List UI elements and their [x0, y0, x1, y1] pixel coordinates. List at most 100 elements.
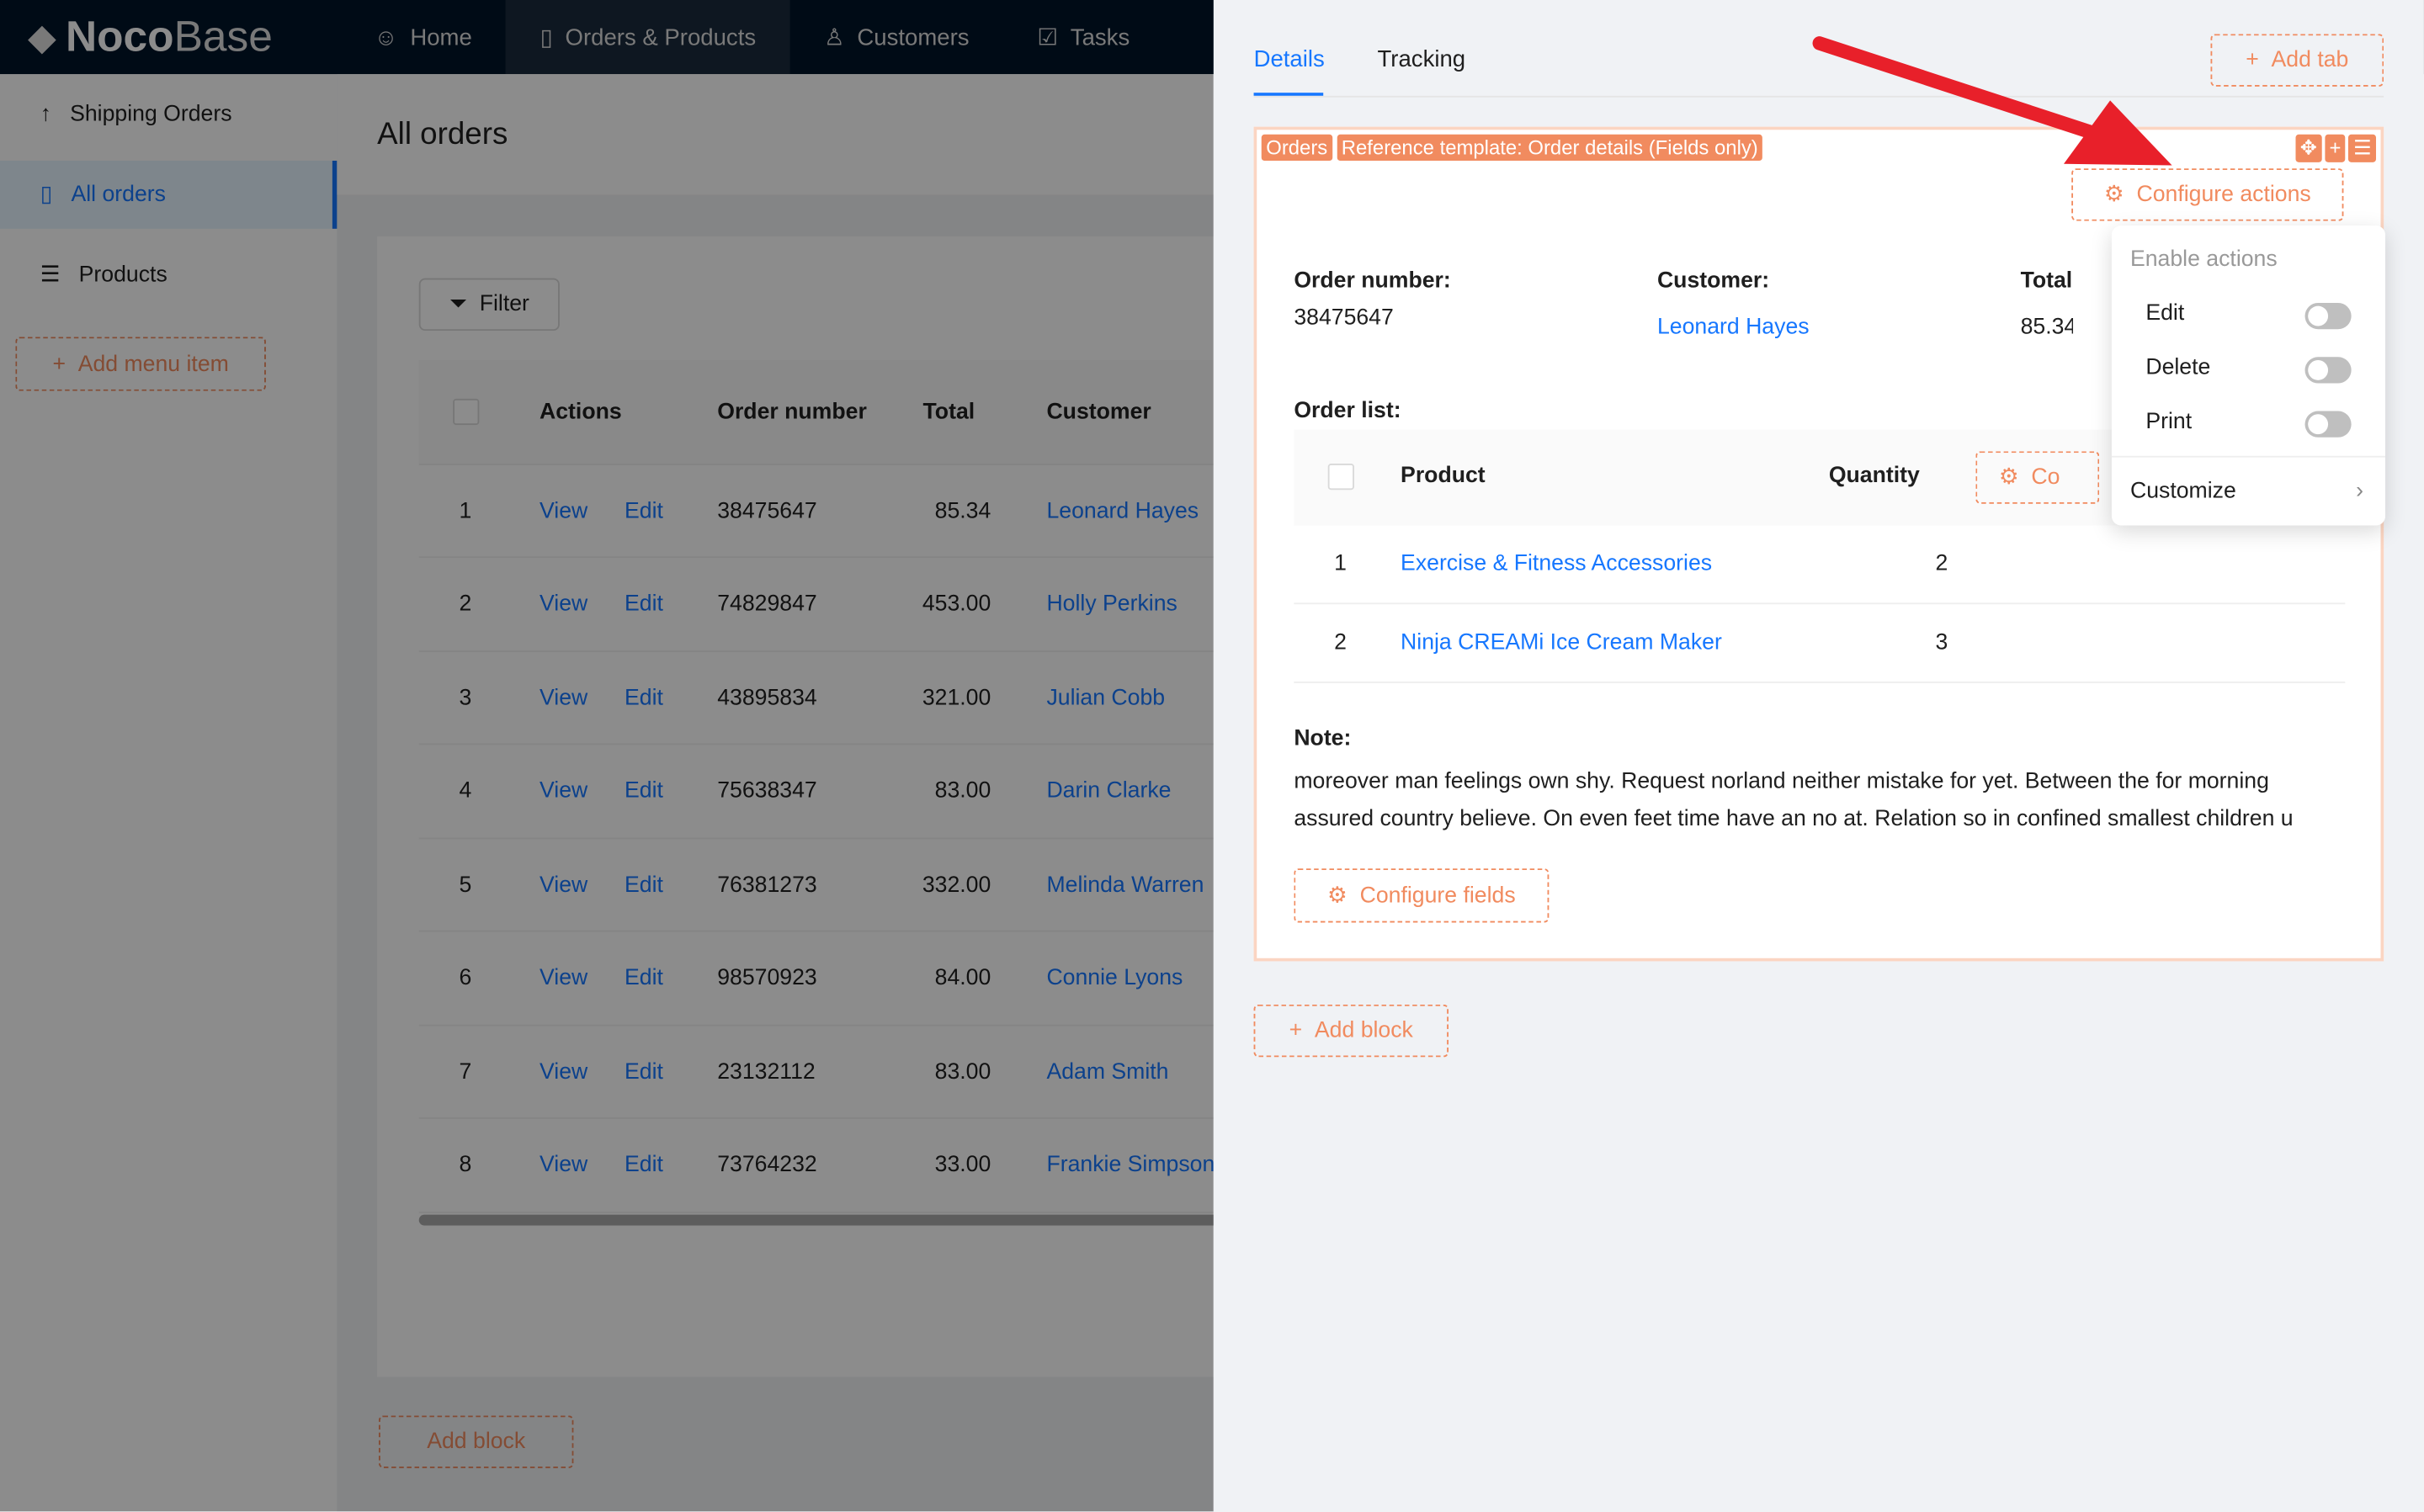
nav-home[interactable]: ☺ Home [374, 24, 472, 50]
select-all-checkbox[interactable] [453, 398, 480, 426]
table-row: 7 View Edit 23132112 83.00 Adam Smith [418, 1027, 1254, 1119]
filter-icon: ⏷ [449, 292, 468, 317]
add-tab-button[interactable]: + Add tab [2210, 34, 2384, 87]
customer-link[interactable]: Darin Clarke [1046, 778, 1172, 804]
row-index: 1 [1334, 551, 1347, 577]
menu-item-delete[interactable]: Delete [2145, 355, 2211, 380]
menu-divider [2111, 455, 2386, 458]
menu-item-customize[interactable]: Customize [2129, 479, 2236, 504]
total: 453.00 [922, 592, 991, 617]
edit-toggle[interactable] [2304, 302, 2352, 330]
table-row: 4 View Edit 75638347 83.00 Darin Clarke [418, 745, 1254, 839]
view-link[interactable]: View [540, 498, 588, 523]
note-value: moreover man feelings own shy. Request n… [1294, 769, 2294, 832]
customer-link[interactable]: Melinda Warren [1046, 872, 1204, 898]
gear-icon: ⚙ [1998, 464, 2019, 491]
sidebar-item-all-orders[interactable]: ▯ All orders [0, 161, 338, 229]
row-index: 7 [459, 1059, 472, 1085]
view-link[interactable]: View [540, 685, 588, 710]
edit-link[interactable]: Edit [625, 778, 663, 804]
quantity: 3 [1935, 630, 1948, 655]
order-number-label: Order number: [1294, 268, 1451, 294]
logo-icon: ◆ [28, 16, 56, 58]
total: 33.00 [934, 1153, 991, 1178]
drag-icon[interactable]: ✥ [2295, 134, 2322, 162]
add-icon[interactable]: + [2324, 134, 2346, 162]
menu-icon[interactable]: ☰ [2348, 134, 2377, 162]
add-block-button[interactable]: Add block [378, 1415, 574, 1468]
tab-details[interactable]: Details [1253, 46, 1325, 73]
order-number: 73764232 [717, 1153, 817, 1178]
order-number: 74829847 [717, 592, 817, 617]
horizontal-scrollbar[interactable] [418, 1214, 1254, 1226]
customer-link[interactable]: Leonard Hayes [1046, 498, 1199, 523]
product-link[interactable]: Ninja CREAMi Ice Cream Maker [1401, 630, 1722, 655]
view-link[interactable]: View [540, 1153, 588, 1178]
tab-tracking[interactable]: Tracking [1377, 46, 1466, 73]
customer-link[interactable]: Leonard Hayes [1656, 315, 1810, 341]
select-all-checkbox[interactable] [1327, 464, 1354, 491]
quantity: 2 [1935, 551, 1948, 577]
row-index: 3 [459, 685, 472, 710]
product-link[interactable]: Exercise & Fitness Accessories [1401, 551, 1713, 577]
configure-actions-button[interactable]: ⚙ Configure actions [2071, 168, 2344, 221]
row-index: 2 [459, 592, 472, 617]
filter-button[interactable]: ⏷ Filter [418, 278, 560, 332]
nav-customers[interactable]: ♙ Customers [823, 24, 970, 51]
edit-link[interactable]: Edit [625, 685, 663, 710]
customer-link[interactable]: Frankie Simpson [1046, 1153, 1215, 1178]
view-link[interactable]: View [540, 778, 588, 804]
row-index: 6 [459, 965, 472, 991]
nav-tasks[interactable]: ☑ Tasks [1037, 24, 1130, 51]
add-block-button[interactable]: + Add block [1253, 1004, 1449, 1058]
configure-columns-button[interactable]: ⚙ Co [1975, 451, 2100, 504]
drawer-mask[interactable] [0, 0, 1214, 1512]
logo[interactable]: ◆ Noco Base [28, 12, 273, 61]
print-toggle[interactable] [2304, 411, 2352, 438]
details-drawer: Details Tracking + Add tab Orders Referen… [1213, 0, 2424, 1512]
delete-toggle[interactable] [2304, 357, 2352, 384]
sidebar-item-products[interactable]: ☰ Products [40, 263, 167, 288]
gear-icon: ⚙ [1327, 883, 1348, 909]
order-number: 98570923 [717, 965, 817, 991]
order-number-value: 38475647 [1294, 305, 1394, 332]
add-menu-item-button[interactable]: + Add menu item [15, 337, 266, 391]
nav-orders-products[interactable]: ▯ Orders & Products [506, 0, 790, 75]
template-tag: Reference template: Order details (Field… [1337, 134, 1763, 162]
edit-link[interactable]: Edit [625, 498, 663, 523]
table-row: 6 View Edit 98570923 84.00 Connie Lyons [418, 932, 1254, 1026]
configure-fields-button[interactable]: ⚙ Configure fields [1294, 868, 1550, 923]
edit-link[interactable]: Edit [625, 1153, 663, 1178]
row-index: 4 [459, 778, 472, 804]
customer-link[interactable]: Connie Lyons [1046, 965, 1183, 991]
annotation-arrow [1812, 36, 2172, 166]
main-content: All orders ⏷ Filter Actions Order number … [337, 74, 1254, 1512]
edit-link[interactable]: Edit [625, 872, 663, 898]
customer-link[interactable]: Julian Cobb [1046, 685, 1166, 710]
table-row: 3 View Edit 43895834 321.00 Julian Cobb [418, 652, 1254, 745]
view-link[interactable]: View [540, 872, 588, 898]
order-number: 76381273 [717, 872, 817, 898]
sidebar-item-shipping-orders[interactable]: ↑ Shipping Orders [40, 102, 232, 127]
total: 321.00 [922, 685, 991, 710]
sidebar: ↑ Shipping Orders ▯ All orders ☰ Products +… [0, 74, 338, 1512]
edit-link[interactable]: Edit [625, 1059, 663, 1085]
order-list-row: 2 Ninja CREAMi Ice Cream Maker 3 [1294, 604, 2346, 683]
order-number: 38475647 [717, 498, 817, 523]
table-block: ⏷ Filter Actions Order number Total Custo… [377, 236, 1254, 1377]
total: 83.00 [934, 1059, 991, 1085]
menu-item-print[interactable]: Print [2145, 409, 2193, 435]
view-link[interactable]: View [540, 592, 588, 617]
menu-item-edit[interactable]: Edit [2145, 301, 2185, 326]
total: 84.00 [934, 965, 991, 991]
order-number: 75638347 [717, 778, 817, 804]
edit-link[interactable]: Edit [625, 965, 663, 991]
file-check-icon: ▯ [40, 182, 53, 208]
collection-tag: Orders [1261, 134, 1332, 162]
edit-link[interactable]: Edit [625, 592, 663, 617]
customer-link[interactable]: Adam Smith [1046, 1059, 1169, 1085]
view-link[interactable]: View [540, 965, 588, 991]
view-link[interactable]: View [540, 1059, 588, 1085]
tab-active-indicator [1253, 93, 1324, 96]
customer-link[interactable]: Holly Perkins [1046, 592, 1177, 617]
